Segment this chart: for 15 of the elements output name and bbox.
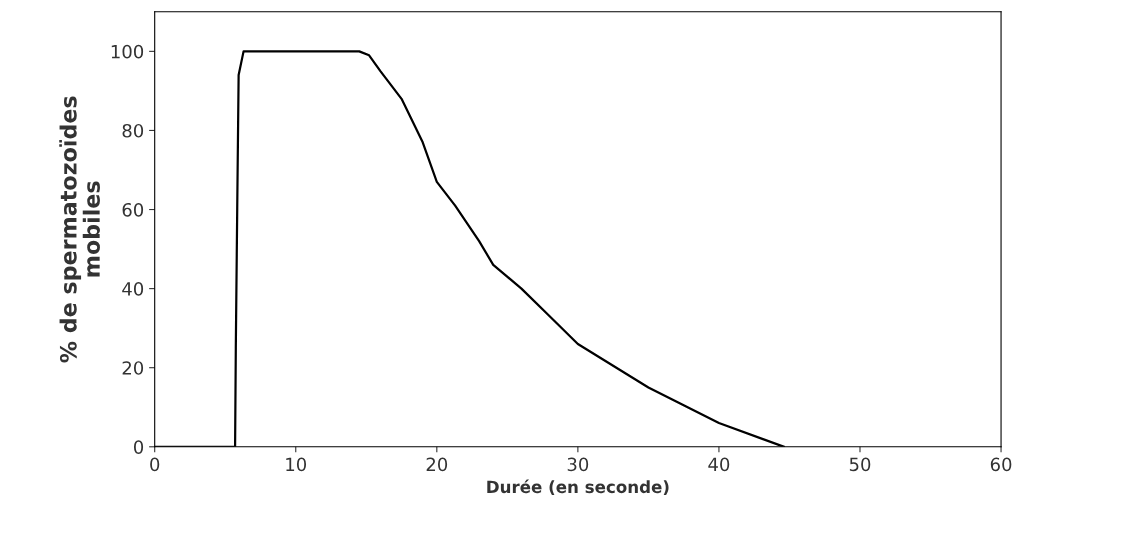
y-tick-label: 60 [122, 202, 144, 217]
y-tick-label: 100 [111, 44, 144, 59]
x-tick-label: 60 [990, 457, 1012, 472]
y-tick-label: 0 [133, 440, 144, 454]
x-tick-label: 10 [286, 457, 307, 472]
y-tick-label: 40 [122, 282, 144, 296]
y-axis-title: % de spermatozoïdes mobiles [59, 96, 100, 363]
y-tick-label: 80 [122, 123, 144, 138]
x-tick-label: 30 [567, 457, 589, 472]
x-tick-label: 0 [150, 457, 160, 472]
x-tick-label: 50 [849, 457, 871, 472]
y-tick-label: 20 [122, 361, 144, 375]
x-axis-title: Durée (en seconde) [487, 479, 669, 496]
x-tick-label: 20 [426, 457, 448, 472]
x-tick-label: 40 [708, 457, 730, 472]
